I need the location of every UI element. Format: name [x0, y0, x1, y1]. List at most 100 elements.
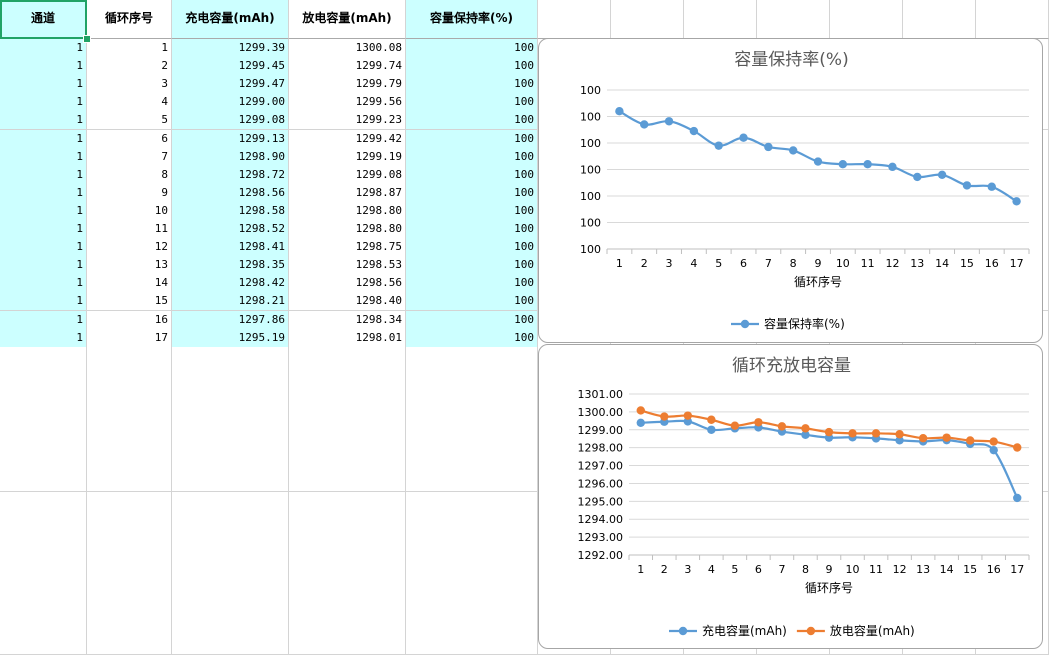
- empty-cell[interactable]: [406, 419, 538, 439]
- cell-charge[interactable]: 1299.08: [172, 111, 289, 131]
- empty-cell[interactable]: [406, 618, 538, 638]
- cell-cycle[interactable]: 3: [87, 75, 172, 95]
- cell-discharge[interactable]: 1298.34: [289, 310, 406, 330]
- cell-charge[interactable]: 1299.45: [172, 57, 289, 77]
- cell-charge[interactable]: 1298.21: [172, 292, 289, 312]
- cell-retention[interactable]: 100: [406, 274, 538, 294]
- empty-cell[interactable]: [0, 563, 87, 583]
- empty-cell[interactable]: [172, 582, 289, 601]
- cell-cycle[interactable]: 5: [87, 111, 172, 131]
- cell-charge[interactable]: 1298.90: [172, 147, 289, 167]
- empty-cell[interactable]: [87, 600, 172, 620]
- empty-cell[interactable]: [87, 437, 172, 457]
- cell-retention[interactable]: 100: [406, 220, 538, 239]
- cell-retention[interactable]: 100: [406, 165, 538, 185]
- empty-cell[interactable]: [406, 491, 538, 511]
- cell-cycle[interactable]: 17: [87, 328, 172, 348]
- empty-cell[interactable]: [406, 455, 538, 475]
- cell-cycle[interactable]: 9: [87, 183, 172, 203]
- cell-channel[interactable]: 1: [0, 93, 87, 113]
- empty-cell[interactable]: [406, 401, 538, 420]
- empty-cell[interactable]: [0, 582, 87, 601]
- cell-discharge[interactable]: 1298.56: [289, 274, 406, 294]
- cell-channel[interactable]: 1: [0, 57, 87, 77]
- cell-channel[interactable]: 1: [0, 310, 87, 330]
- empty-cell[interactable]: [538, 0, 611, 39]
- empty-cell[interactable]: [87, 636, 172, 656]
- empty-cell[interactable]: [87, 401, 172, 420]
- cell-cycle[interactable]: 1: [87, 39, 172, 58]
- cell-channel[interactable]: 1: [0, 292, 87, 312]
- empty-cell[interactable]: [0, 491, 87, 511]
- cell-charge[interactable]: 1298.35: [172, 256, 289, 276]
- empty-cell[interactable]: [406, 346, 538, 366]
- empty-cell[interactable]: [172, 419, 289, 439]
- empty-cell[interactable]: [0, 419, 87, 439]
- cell-retention[interactable]: 100: [406, 147, 538, 167]
- empty-cell[interactable]: [0, 364, 87, 384]
- empty-cell[interactable]: [684, 0, 757, 39]
- cell-charge[interactable]: 1299.00: [172, 93, 289, 113]
- header-retention[interactable]: 容量保持率(%): [406, 0, 538, 39]
- empty-cell[interactable]: [87, 346, 172, 366]
- empty-cell[interactable]: [289, 600, 406, 620]
- empty-cell[interactable]: [172, 618, 289, 638]
- empty-cell[interactable]: [757, 0, 830, 39]
- empty-cell[interactable]: [0, 437, 87, 457]
- header-cycle[interactable]: 循环序号: [87, 0, 172, 39]
- empty-cell[interactable]: [406, 473, 538, 493]
- cell-charge[interactable]: 1299.39: [172, 39, 289, 58]
- empty-cell[interactable]: [406, 437, 538, 457]
- cell-cycle[interactable]: 15: [87, 292, 172, 312]
- empty-cell[interactable]: [830, 0, 903, 39]
- cell-channel[interactable]: 1: [0, 274, 87, 294]
- empty-cell[interactable]: [87, 473, 172, 493]
- empty-cell[interactable]: [172, 364, 289, 384]
- cell-charge[interactable]: 1299.13: [172, 129, 289, 149]
- empty-cell[interactable]: [289, 582, 406, 601]
- cell-channel[interactable]: 1: [0, 111, 87, 131]
- empty-cell[interactable]: [289, 419, 406, 439]
- empty-cell[interactable]: [172, 346, 289, 366]
- cell-charge[interactable]: 1298.58: [172, 201, 289, 221]
- empty-cell[interactable]: [289, 455, 406, 475]
- empty-cell[interactable]: [87, 382, 172, 402]
- cell-retention[interactable]: 100: [406, 129, 538, 149]
- cell-channel[interactable]: 1: [0, 238, 87, 258]
- cell-retention[interactable]: 100: [406, 93, 538, 113]
- empty-cell[interactable]: [0, 545, 87, 565]
- empty-cell[interactable]: [289, 346, 406, 366]
- cell-charge[interactable]: 1295.19: [172, 328, 289, 348]
- empty-cell[interactable]: [289, 545, 406, 565]
- cell-channel[interactable]: 1: [0, 129, 87, 149]
- empty-cell[interactable]: [172, 600, 289, 620]
- cell-discharge[interactable]: 1299.23: [289, 111, 406, 131]
- empty-cell[interactable]: [172, 382, 289, 402]
- cell-channel[interactable]: 1: [0, 75, 87, 95]
- empty-cell[interactable]: [87, 582, 172, 601]
- cell-retention[interactable]: 100: [406, 111, 538, 131]
- empty-cell[interactable]: [87, 419, 172, 439]
- cell-channel[interactable]: 1: [0, 220, 87, 239]
- empty-cell[interactable]: [172, 509, 289, 529]
- empty-cell[interactable]: [0, 346, 87, 366]
- empty-cell[interactable]: [87, 545, 172, 565]
- empty-cell[interactable]: [976, 0, 1049, 39]
- cell-cycle[interactable]: 13: [87, 256, 172, 276]
- cell-charge[interactable]: 1297.86: [172, 310, 289, 330]
- capacity-chart[interactable]: 循环充放电容量 1292.00 1293.00 1294.00 1295.00 1296.…: [538, 344, 1043, 649]
- empty-cell[interactable]: [172, 563, 289, 583]
- retention-chart[interactable]: 容量保持率(%) 100 100 100 100 100 100 100 1 2 3 4 5 6 7 8 9 10…: [538, 38, 1043, 343]
- cell-channel[interactable]: 1: [0, 201, 87, 221]
- cell-channel[interactable]: 1: [0, 39, 87, 58]
- empty-cell[interactable]: [172, 491, 289, 511]
- cell-retention[interactable]: 100: [406, 39, 538, 58]
- cell-charge[interactable]: 1298.56: [172, 183, 289, 203]
- empty-cell[interactable]: [611, 0, 684, 39]
- empty-cell[interactable]: [289, 491, 406, 511]
- empty-cell[interactable]: [87, 509, 172, 529]
- cell-retention[interactable]: 100: [406, 183, 538, 203]
- empty-cell[interactable]: [87, 364, 172, 384]
- cell-channel[interactable]: 1: [0, 256, 87, 276]
- cell-discharge[interactable]: 1298.75: [289, 238, 406, 258]
